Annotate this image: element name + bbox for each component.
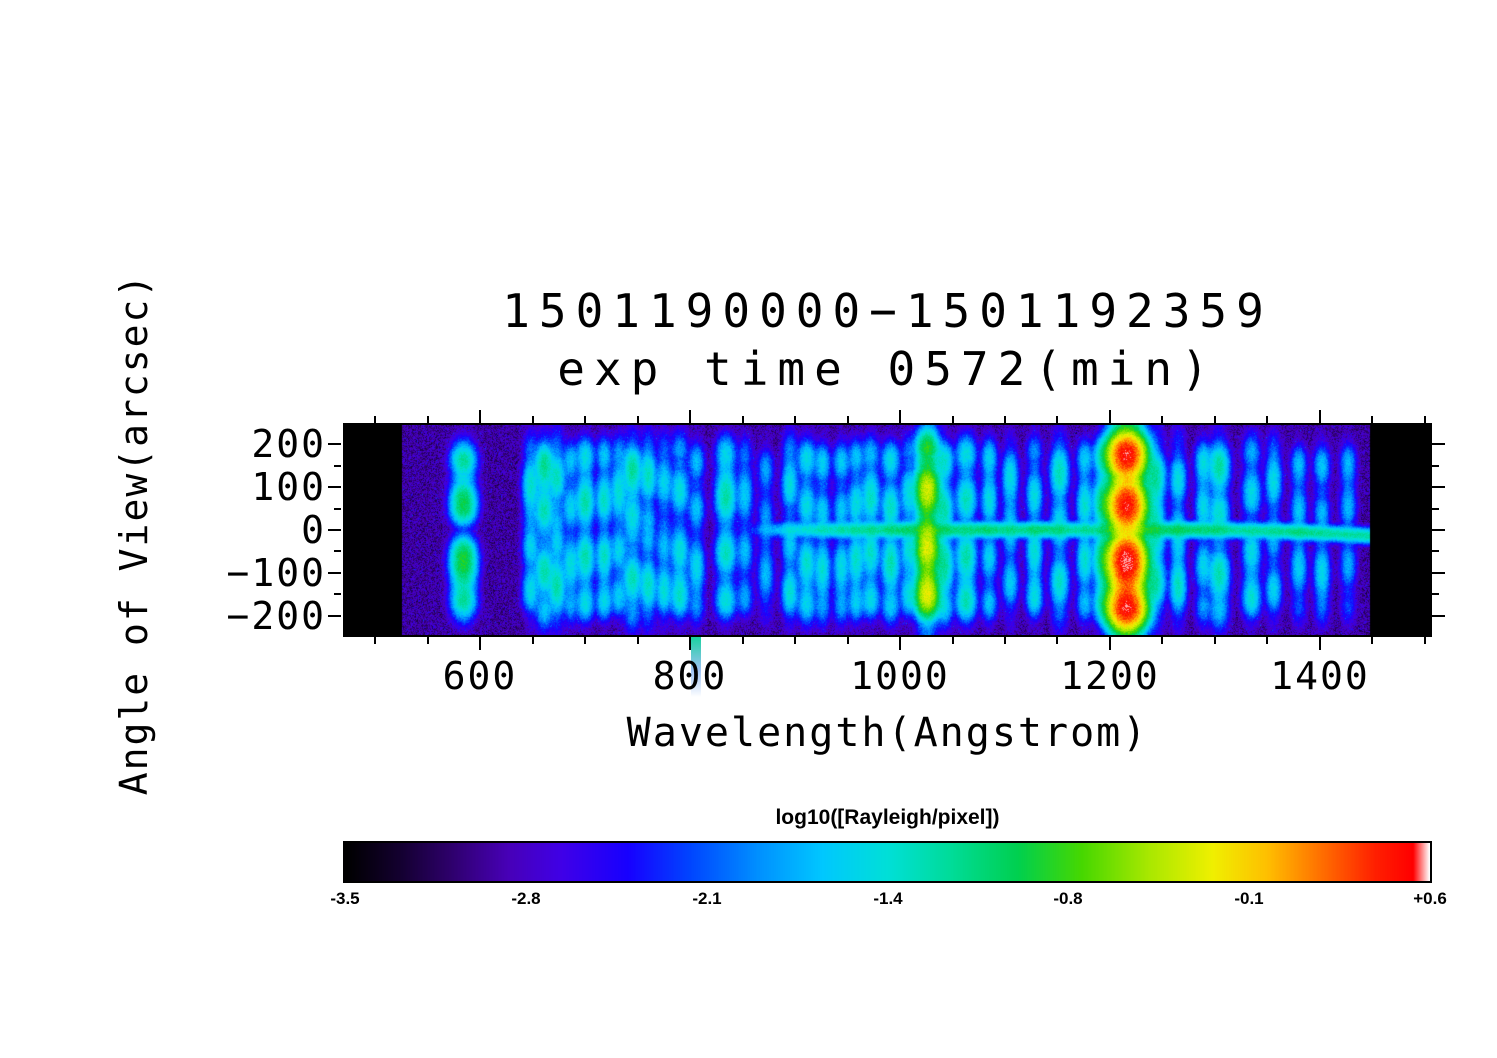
chart-subtitle: exp time 0572(min): [557, 342, 1218, 396]
x-axis-tick-label: 800: [652, 654, 728, 698]
x-axis-tick: [689, 637, 691, 650]
colorbar-tick-label: +0.6: [1413, 889, 1447, 908]
chart-title: 1501190000−1501192359: [502, 284, 1273, 338]
colorbar-tick-label: -3.5: [330, 889, 360, 908]
y-axis-tick: [1432, 593, 1439, 595]
x-axis-tick: [899, 410, 901, 423]
x-axis-tick: [479, 410, 481, 423]
x-axis-tick: [1319, 410, 1321, 423]
x-axis-tick: [532, 637, 534, 644]
x-axis-tick: [742, 637, 744, 644]
x-axis-tick-label: 1000: [850, 654, 950, 698]
x-axis-tick: [1424, 416, 1426, 423]
y-axis-tick: [328, 529, 341, 531]
x-axis-tick: [427, 416, 429, 423]
x-axis-tick: [1109, 410, 1111, 423]
y-axis-tick: [334, 508, 341, 510]
x-axis-tick-label: 600: [442, 654, 518, 698]
y-axis-tick-label: 200: [251, 422, 326, 466]
y-axis-tick: [1432, 550, 1439, 552]
colorbar-tick-label: -2.1: [692, 889, 722, 908]
y-axis-tick-label: −200: [226, 594, 326, 638]
detector-artifact-streak: [691, 637, 701, 697]
colorbar-tick-label: -0.1: [1234, 889, 1264, 908]
x-axis-tick: [1371, 637, 1373, 644]
x-axis-tick: [532, 416, 534, 423]
x-axis-tick: [847, 416, 849, 423]
y-axis-tick: [1432, 465, 1439, 467]
x-axis-tick: [1424, 637, 1426, 644]
x-axis-tick: [584, 416, 586, 423]
colorbar-tick-label: -0.8: [1053, 889, 1083, 908]
x-axis-tick: [952, 416, 954, 423]
x-axis-tick: [1161, 416, 1163, 423]
x-axis-tick: [1004, 416, 1006, 423]
y-axis-tick: [1432, 486, 1445, 488]
x-axis-tick: [1214, 637, 1216, 644]
y-axis-tick: [334, 465, 341, 467]
x-axis-tick: [637, 637, 639, 644]
y-axis-tick: [1432, 615, 1445, 617]
x-axis-tick: [794, 637, 796, 644]
x-axis-tick: [374, 637, 376, 644]
x-axis-tick: [1266, 416, 1268, 423]
x-axis-tick: [1004, 637, 1006, 644]
y-axis-tick: [328, 572, 341, 574]
colorbar: [343, 841, 1432, 883]
x-axis-tick: [1371, 416, 1373, 423]
x-axis-tick: [479, 637, 481, 650]
x-axis-tick: [1161, 637, 1163, 644]
x-axis-tick: [899, 637, 901, 650]
y-axis-tick: [1432, 443, 1445, 445]
x-axis-tick: [742, 416, 744, 423]
x-axis-tick: [952, 637, 954, 644]
x-axis-tick: [1109, 637, 1111, 650]
plot-frame: [343, 423, 1432, 637]
y-axis-tick: [328, 486, 341, 488]
x-axis-tick: [1266, 637, 1268, 644]
x-axis-tick: [1056, 416, 1058, 423]
y-axis-tick: [334, 593, 341, 595]
x-axis-tick: [427, 637, 429, 644]
x-axis-tick: [1056, 637, 1058, 644]
colorbar-tick-label: -2.8: [511, 889, 541, 908]
y-axis-tick: [328, 443, 341, 445]
heatmap-canvas: [345, 425, 1430, 635]
y-axis-tick: [1432, 508, 1439, 510]
y-axis-tick: [328, 615, 341, 617]
colorbar-gradient: [345, 843, 1430, 881]
x-axis-tick-label: 1400: [1270, 654, 1370, 698]
y-axis-tick-label: 100: [251, 465, 326, 509]
x-axis-tick: [1214, 416, 1216, 423]
x-axis-tick: [689, 410, 691, 423]
y-axis-tick-label: −100: [226, 551, 326, 595]
x-axis-label: Wavelength(Angstrom): [626, 710, 1149, 756]
y-axis-tick: [334, 550, 341, 552]
y-axis-tick-label: 0: [301, 508, 326, 552]
x-axis-tick: [637, 416, 639, 423]
y-axis-tick: [1432, 572, 1445, 574]
x-axis-tick-label: 1200: [1060, 654, 1160, 698]
x-axis-tick: [374, 416, 376, 423]
x-axis-tick: [794, 416, 796, 423]
x-axis-tick: [847, 637, 849, 644]
colorbar-tick-label: -1.4: [873, 889, 903, 908]
x-axis-tick: [584, 637, 586, 644]
colorbar-label: log10([Rayleigh/pixel]): [775, 806, 1000, 829]
y-axis-tick: [1432, 529, 1445, 531]
x-axis-tick: [1319, 637, 1321, 650]
